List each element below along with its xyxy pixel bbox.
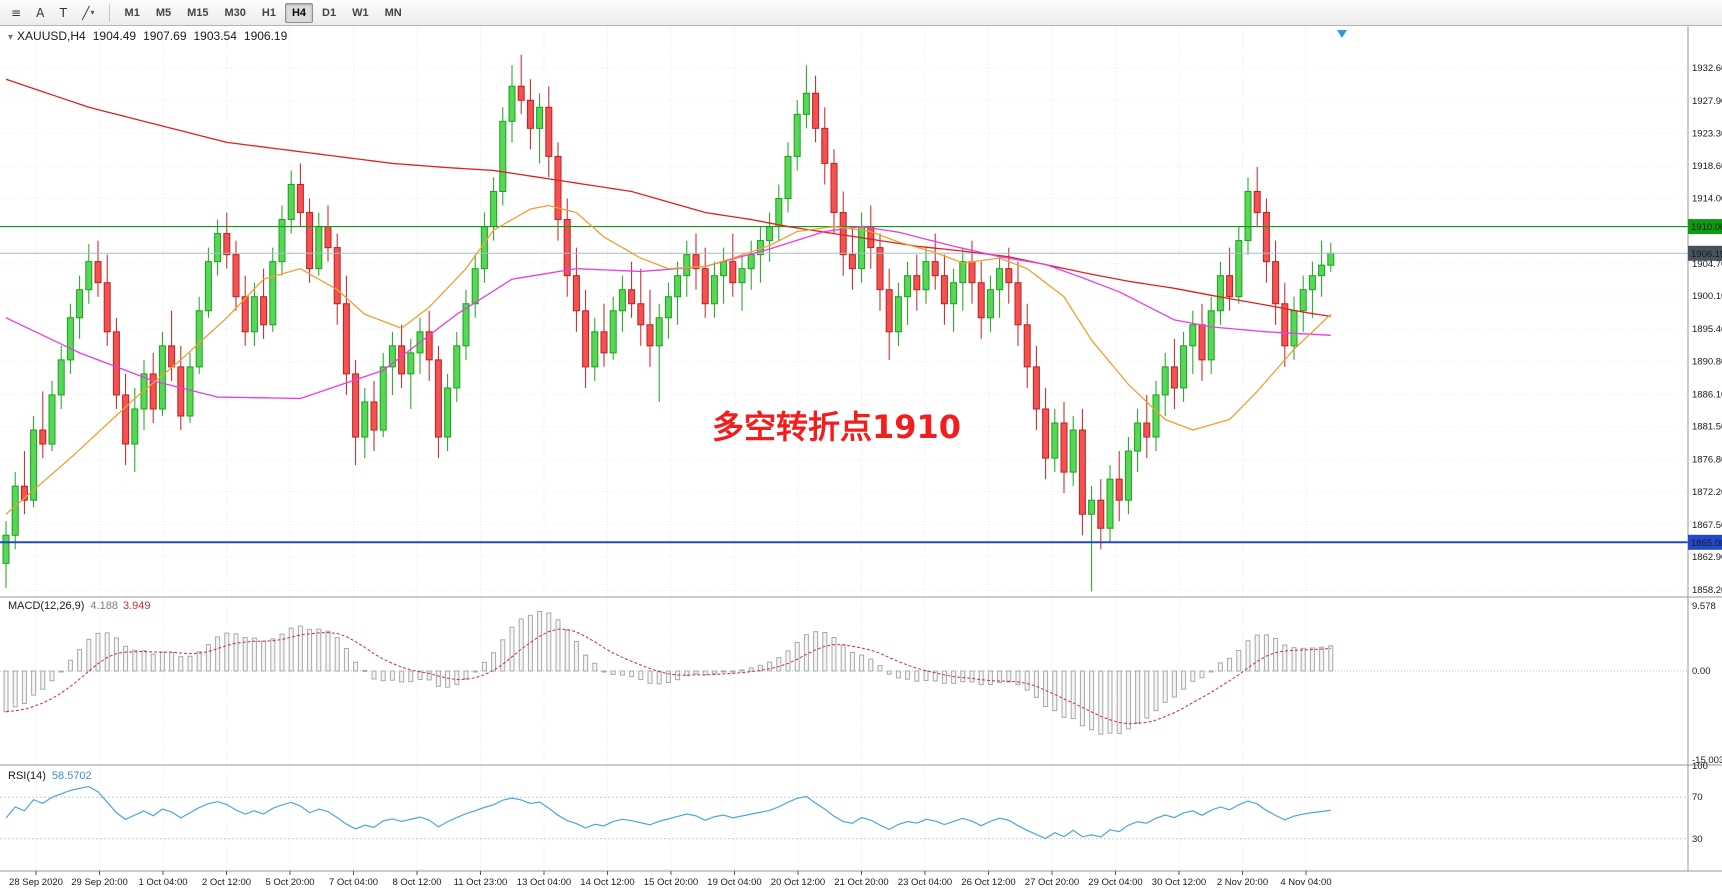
axes[interactable]: 1932.60 1927.90 1923.30 1918.60 1914.00 1904.… — [0, 26, 1722, 888]
svg-text:1906.19: 1906.19 — [1691, 249, 1722, 260]
svg-text:30 Oct 12:00: 30 Oct 12:00 — [1152, 877, 1206, 888]
timeframe-button-m5[interactable]: M5 — [149, 3, 178, 23]
svg-text:20 Oct 12:00: 20 Oct 12:00 — [771, 877, 825, 888]
svg-text:13 Oct 04:00: 13 Oct 04:00 — [517, 877, 571, 888]
svg-text:1872.20: 1872.20 — [1692, 487, 1722, 498]
chart-menu-icon[interactable]: ≡ — [4, 3, 28, 23]
svg-text:5 Oct 20:00: 5 Oct 20:00 — [265, 877, 314, 888]
svg-text:29 Sep 20:00: 29 Sep 20:00 — [71, 877, 128, 888]
macd-name: MACD(12,26,9) — [8, 600, 85, 612]
svg-text:1923.30: 1923.30 — [1692, 128, 1722, 139]
svg-text:4 Nov 04:00: 4 Nov 04:00 — [1280, 877, 1331, 888]
chevron-down-icon: ▾ — [90, 8, 95, 17]
svg-text:29 Oct 04:00: 29 Oct 04:00 — [1088, 877, 1142, 888]
svg-text:1858.20: 1858.20 — [1692, 585, 1722, 596]
svg-text:28 Sep 2020: 28 Sep 2020 — [9, 877, 63, 888]
ohlc-low: 1903.54 — [193, 29, 237, 43]
timeframe-button-m15[interactable]: M15 — [180, 3, 215, 23]
svg-text:1886.10: 1886.10 — [1692, 389, 1722, 400]
timeframe-button-w1[interactable]: W1 — [345, 3, 376, 23]
svg-text:70: 70 — [1692, 792, 1703, 803]
svg-text:1867.50: 1867.50 — [1692, 520, 1722, 531]
svg-text:8 Oct 12:00: 8 Oct 12:00 — [392, 877, 441, 888]
moving-averages — [5, 78, 1332, 515]
svg-text:11 Oct 23:00: 11 Oct 23:00 — [454, 877, 508, 888]
timeframe-button-m30[interactable]: M30 — [218, 3, 253, 23]
svg-text:26 Oct 12:00: 26 Oct 12:00 — [961, 877, 1015, 888]
text-tool-icon[interactable]: T — [52, 3, 74, 23]
svg-text:23 Oct 04:00: 23 Oct 04:00 — [898, 877, 952, 888]
chart-canvas[interactable]: 1932.60 1927.90 1923.30 1918.60 1914.00 1904.… — [0, 26, 1722, 896]
svg-text:1904.70: 1904.70 — [1692, 259, 1722, 270]
svg-text:7 Oct 04:00: 7 Oct 04:00 — [329, 877, 378, 888]
timeframe-button-group: M1 M5 M15 M30 H1 H4 D1 W1 MN — [117, 2, 410, 23]
chart-area: 1932.60 1927.90 1923.30 1918.60 1914.00 1904.… — [0, 26, 1722, 896]
svg-text:0.00: 0.00 — [1692, 666, 1711, 677]
svg-text:14 Oct 12:00: 14 Oct 12:00 — [580, 877, 634, 888]
candlesticks[interactable] — [2, 54, 1335, 592]
rsi-value: 58.5702 — [51, 770, 92, 782]
macd-main-value: 4.188 — [90, 600, 118, 612]
svg-text:27 Oct 20:00: 27 Oct 20:00 — [1025, 877, 1079, 888]
svg-text:1927.90: 1927.90 — [1692, 96, 1722, 107]
toolbar: ≡ A T ╱ ▾ M1 M5 M15 M30 H1 H4 D1 W1 MN — [0, 0, 1722, 26]
price-badges: 1910.00 1906.19 1865.00 — [1688, 219, 1722, 550]
macd-panel[interactable] — [0, 610, 1688, 735]
macd-indicator-label: MACD(12,26,9) 4.188 3.949 — [8, 600, 150, 612]
latest-bar-marker-icon — [1337, 30, 1347, 38]
timeframe-button-h1[interactable]: H1 — [255, 3, 283, 23]
ohlc-high: 1907.69 — [143, 29, 187, 43]
toolbar-separator — [108, 3, 110, 22]
svg-text:1 Oct 04:00: 1 Oct 04:00 — [138, 877, 187, 888]
timeframe-button-m1[interactable]: M1 — [118, 3, 147, 23]
svg-text:2 Nov 20:00: 2 Nov 20:00 — [1217, 877, 1268, 888]
collapse-arrow-icon[interactable]: ▾ — [8, 32, 14, 43]
chart-title: ▾ XAUUSD,H4 1904.49 1907.69 1903.54 1906.19 — [8, 29, 287, 43]
ma-orange-line — [5, 204, 1332, 515]
svg-text:1876.80: 1876.80 — [1692, 455, 1722, 466]
svg-text:1900.10: 1900.10 — [1692, 291, 1722, 302]
symbol-timeframe-label: XAUUSD,H4 — [17, 29, 86, 43]
svg-text:1890.80: 1890.80 — [1692, 356, 1722, 367]
svg-text:1865.00: 1865.00 — [1691, 538, 1722, 549]
svg-text:1918.60: 1918.60 — [1692, 161, 1722, 172]
svg-text:15 Oct 20:00: 15 Oct 20:00 — [644, 877, 698, 888]
timeframe-button-mn[interactable]: MN — [378, 3, 409, 23]
timeframe-button-d1[interactable]: D1 — [315, 3, 343, 23]
rsi-panel[interactable] — [0, 785, 1688, 840]
chart-annotation-text: 多空转折点1910 — [712, 408, 962, 446]
rsi-indicator-label: RSI(14) 58.5702 — [8, 770, 92, 782]
svg-text:1881.50: 1881.50 — [1692, 422, 1722, 433]
svg-text:19 Oct 04:00: 19 Oct 04:00 — [707, 877, 761, 888]
timeframe-button-h4[interactable]: H4 — [284, 2, 314, 23]
line-tools-icon[interactable]: ╱ ▾ — [75, 3, 101, 23]
macd-signal-value: 3.949 — [122, 600, 151, 612]
svg-text:100: 100 — [1692, 761, 1708, 772]
svg-text:1932.60: 1932.60 — [1692, 63, 1722, 74]
svg-text:30: 30 — [1692, 834, 1703, 845]
svg-text:-15.003: -15.003 — [1692, 755, 1722, 766]
cursor-tool-icon[interactable]: A — [29, 3, 51, 23]
ma-red-line — [5, 78, 1331, 318]
level-lines[interactable] — [0, 225, 1688, 544]
rsi-name: RSI(14) — [8, 770, 46, 782]
ma-magenta-line — [5, 225, 1331, 400]
svg-text:1910.00: 1910.00 — [1691, 222, 1722, 233]
svg-text:1914.00: 1914.00 — [1692, 194, 1722, 205]
svg-text:2 Oct 12:00: 2 Oct 12:00 — [202, 877, 251, 888]
grid-lines — [0, 26, 1688, 871]
svg-text:1895.40: 1895.40 — [1692, 324, 1722, 335]
ohlc-open: 1904.49 — [92, 29, 137, 43]
ohlc-close: 1906.19 — [243, 29, 288, 43]
svg-text:21 Oct 20:00: 21 Oct 20:00 — [834, 877, 888, 888]
svg-text:9.578: 9.578 — [1692, 601, 1716, 612]
svg-text:1862.90: 1862.90 — [1692, 552, 1722, 563]
